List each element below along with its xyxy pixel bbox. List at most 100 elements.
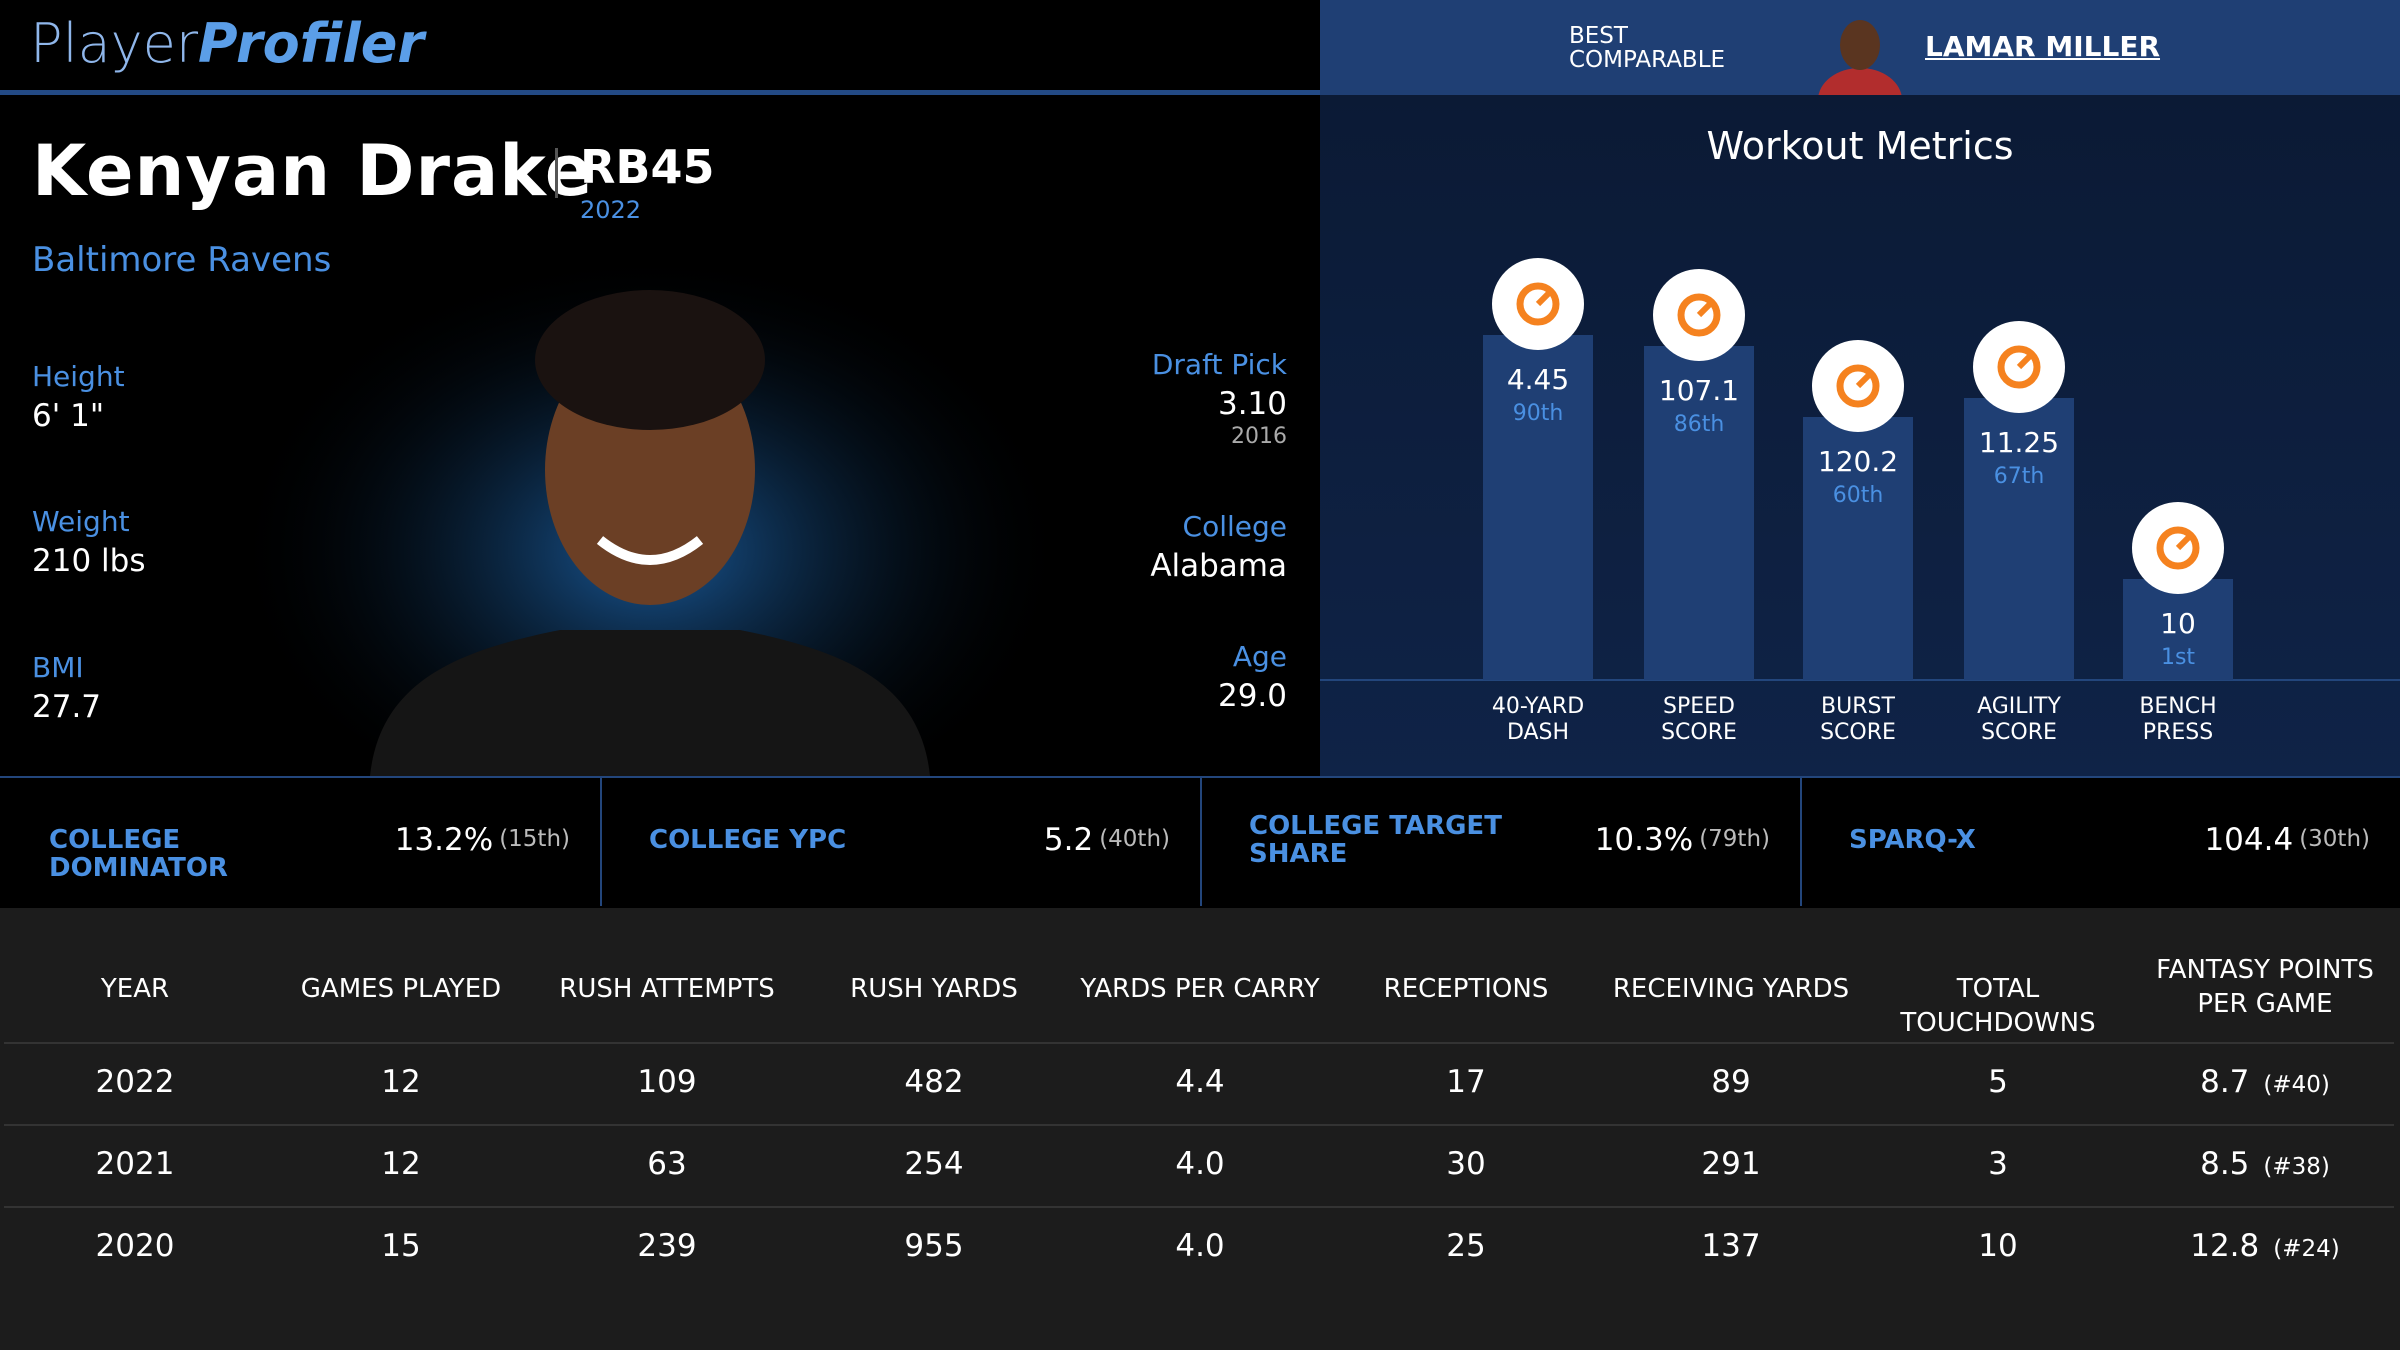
table-cell: 109	[637, 1064, 697, 1100]
college-rank: (79th)	[1699, 826, 1770, 852]
metric-value: 4.45	[1506, 362, 1570, 396]
metric-icon	[1812, 340, 1904, 432]
comparable-name[interactable]: LAMAR MILLER	[1925, 30, 2161, 63]
team[interactable]: Baltimore Ravens	[32, 240, 332, 280]
table-cell: 239	[637, 1228, 697, 1264]
bio-value: 6' 1"	[32, 398, 105, 434]
table-cell: 63	[647, 1146, 687, 1182]
bio-value: Alabama	[1150, 548, 1287, 584]
table-cell: 137	[1701, 1228, 1761, 1264]
metric-value: 120.2	[1817, 445, 1899, 478]
comparable-photo	[1818, 20, 1902, 95]
table-cell: 8.7 (#40)	[2135, 1064, 2395, 1100]
bio-label: Height	[32, 360, 125, 393]
metric-icon	[1653, 268, 1745, 361]
metric-percentile: 60th	[1832, 483, 1884, 508]
table-cell: 10	[1978, 1228, 2018, 1264]
bio-note: 2016	[1231, 424, 1287, 449]
table-cell: 291	[1701, 1146, 1761, 1182]
table-cell: 5	[1988, 1064, 2008, 1100]
table-cell: 2021	[95, 1146, 175, 1182]
player-photo	[230, 240, 1070, 776]
table-cell: 2022	[95, 1064, 175, 1100]
college-rank: (15th)	[499, 826, 570, 852]
table-cell: 2020	[95, 1228, 175, 1264]
brand[interactable]: PlayerProfiler	[30, 12, 424, 75]
college-rank: (40th)	[1099, 826, 1170, 852]
header-rule	[0, 90, 1320, 95]
workout-bar	[1644, 345, 1754, 680]
bio-value: 27.7	[32, 689, 102, 725]
table-header: YARDS PER CARRY	[1080, 974, 1320, 1004]
band-divider	[1200, 778, 1202, 906]
metric-label: AGILITY SCORE	[1977, 694, 2061, 745]
table-header: RUSH ATTEMPTS	[559, 974, 775, 1004]
brand-second: Profiler	[198, 12, 424, 75]
bio-label: College	[1182, 510, 1287, 543]
metric-label: 40-YARD DASH	[1491, 694, 1585, 745]
band-divider	[600, 778, 602, 906]
table-cell: 955	[904, 1228, 964, 1264]
bio-label: BMI	[32, 651, 84, 684]
table-header: YEAR	[100, 974, 170, 1004]
table-cell: 89	[1711, 1064, 1751, 1100]
fantasy-points: 8.5	[2200, 1146, 2250, 1182]
college-label: SPARQ-X	[1849, 825, 1976, 855]
college-value: 13.2% (15th)	[395, 822, 570, 858]
table-cell: 3	[1988, 1146, 2008, 1182]
table-cell: 8.5 (#38)	[2135, 1146, 2395, 1182]
bio-value: 3.10	[1217, 386, 1287, 422]
metric-percentile: 90th	[1512, 400, 1564, 426]
bio-value: 29.0	[1217, 678, 1287, 714]
row-divider	[4, 1042, 2394, 1044]
workout-title: Workout Metrics	[1706, 124, 2014, 168]
metric-percentile: 67th	[1993, 463, 2045, 489]
player-name: Kenyan Drake	[32, 130, 594, 212]
table-cell: 4.4	[1175, 1064, 1225, 1100]
metric-value: 11.25	[1978, 425, 2060, 459]
metric-label: BENCH PRESS	[2139, 694, 2217, 745]
metric-percentile: 86th	[1673, 411, 1725, 437]
college-label: COLLEGE YPC	[649, 825, 847, 855]
table-cell: 254	[904, 1146, 964, 1182]
bio-label: Age	[1232, 640, 1287, 673]
metric-icon	[1973, 320, 2065, 413]
metric-value: 10	[2160, 607, 2196, 641]
table-cell: 25	[1446, 1228, 1486, 1264]
season: 2022	[580, 196, 642, 224]
table-cell: 4.0	[1175, 1228, 1225, 1264]
workout-bar	[1803, 417, 1913, 680]
table-cell: 12	[381, 1064, 421, 1100]
fantasy-rank: (#24)	[2273, 1236, 2340, 1262]
college-value-number: 13.2%	[394, 822, 494, 858]
metric-label: SPEED SCORE	[1661, 694, 1737, 745]
table-header: FANTASY POINTS PER GAME	[2156, 955, 2374, 1019]
fantasy-points: 8.7	[2200, 1064, 2250, 1100]
metric-icon	[2132, 502, 2224, 595]
brand-first: Player	[30, 12, 199, 75]
workout-baseline	[1320, 679, 2400, 681]
metric-label: BURST SCORE	[1820, 694, 1896, 745]
college-value-number: 104.4	[2204, 822, 2294, 858]
row-divider	[4, 1124, 2394, 1126]
table-cell: 482	[904, 1064, 964, 1100]
comparable-label: BEST COMPARABLE	[1569, 23, 1726, 73]
college-label: COLLEGE DOMINATOR	[49, 825, 228, 883]
fantasy-points: 12.8	[2190, 1228, 2260, 1264]
table-header: RECEPTIONS	[1383, 974, 1549, 1004]
metric-percentile: 1st	[2160, 645, 2196, 671]
workout-bar	[1483, 334, 1593, 680]
fantasy-rank: (#40)	[2263, 1072, 2330, 1098]
band-divider	[1800, 778, 1802, 906]
table-cell: 15	[381, 1228, 421, 1264]
table-cell: 12	[381, 1146, 421, 1182]
bio-value: 210 lbs	[32, 543, 146, 579]
metric-icon	[1492, 257, 1584, 350]
college-value: 10.3% (79th)	[1595, 822, 1770, 858]
table-cell: 12.8 (#24)	[2135, 1228, 2395, 1264]
table-header: GAMES PLAYED	[300, 974, 502, 1004]
college-label: COLLEGE TARGET SHARE	[1249, 811, 1502, 869]
table-cell: 4.0	[1175, 1146, 1225, 1182]
table-header: RUSH YARDS	[850, 974, 1018, 1004]
